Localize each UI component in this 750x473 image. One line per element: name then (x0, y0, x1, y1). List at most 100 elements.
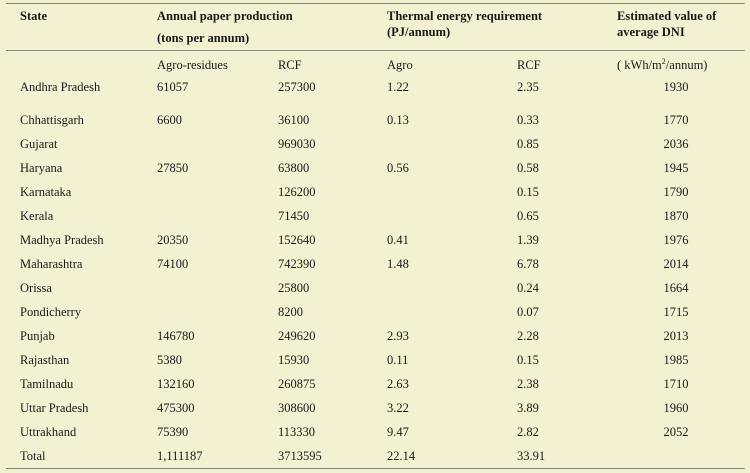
cell-state: Kerala (20, 209, 54, 223)
cell-agro: 74100 (157, 257, 189, 271)
cell-dni: 1976 (663, 233, 689, 247)
cell-t-rcf: 2.38 (517, 377, 539, 391)
cell-rcf: 260875 (278, 377, 316, 391)
cell-t-agro: 0.13 (387, 113, 409, 127)
cell-t-rcf: 33.91 (517, 449, 546, 463)
cell-rcf: 249620 (278, 329, 316, 343)
cell-rcf: 25800 (278, 281, 310, 295)
cell-t-rcf: 2.82 (517, 425, 539, 439)
cell-t-rcf: 0.58 (517, 161, 539, 175)
cell-dni: 1870 (663, 209, 689, 223)
cell-agro: 27850 (157, 161, 189, 175)
cell-rcf: 126200 (278, 185, 316, 199)
cell-dni: 1930 (663, 80, 689, 94)
cell-rcf: 113330 (278, 425, 316, 439)
cell-t-rcf: 1.39 (517, 233, 539, 247)
cell-agro: 1,111187 (157, 449, 203, 463)
cell-state: Uttar Pradesh (20, 401, 89, 415)
cell-dni: 1770 (663, 113, 689, 127)
cell-t-rcf: 0.15 (517, 185, 539, 199)
cell-rcf: 969030 (278, 137, 316, 151)
cell-state: Orissa (20, 281, 52, 295)
subheader-agro: Agro-residues (157, 58, 228, 72)
header-dni-line1: Estimated value of (617, 9, 717, 23)
cell-t-rcf: 0.65 (517, 209, 539, 223)
cell-t-agro: 1.22 (387, 80, 409, 94)
cell-agro: 132160 (157, 377, 195, 391)
subheader-rcf: RCF (278, 58, 302, 72)
dni-unit-post: /annum) (665, 58, 708, 72)
header-production-line2: (tons per annum) (157, 31, 250, 45)
cell-t-rcf: 0.24 (517, 281, 539, 295)
cell-state: Andhra Pradesh (20, 80, 101, 94)
cell-t-rcf: 6.78 (517, 257, 539, 271)
cell-dni: 2014 (663, 257, 689, 271)
header-rule (6, 50, 745, 51)
table-top-rule (6, 3, 745, 4)
cell-t-rcf: 2.28 (517, 329, 539, 343)
cell-state: Chhattisgarh (20, 113, 84, 127)
cell-state: Madhya Pradesh (20, 233, 104, 247)
table-bottom-rule (6, 468, 745, 469)
cell-rcf: 63800 (278, 161, 310, 175)
cell-t-rcf: 2.35 (517, 80, 539, 94)
header-thermal-line1: Thermal energy requirement (387, 9, 543, 23)
cell-state: Rajasthan (20, 353, 70, 367)
cell-dni: 1960 (663, 401, 689, 415)
cell-state: Uttrakhand (20, 425, 77, 439)
dni-unit-sup: 2 (661, 56, 666, 66)
cell-t-agro: 9.47 (387, 425, 409, 439)
cell-rcf: 36100 (278, 113, 310, 127)
cell-agro: 61057 (157, 80, 189, 94)
cell-state: Total (20, 449, 46, 463)
cell-dni: 1945 (663, 161, 689, 175)
data-table: State Annual paper production (tons per … (6, 3, 745, 469)
cell-t-rcf: 0.85 (517, 137, 539, 151)
cell-rcf: 8200 (278, 305, 303, 319)
cell-t-agro: 1.48 (387, 257, 409, 271)
cell-dni: 1985 (663, 353, 689, 367)
cell-dni: 1710 (663, 377, 689, 391)
cell-rcf: 257300 (278, 80, 316, 94)
cell-t-agro: 0.56 (387, 161, 409, 175)
header-thermal-line2: (PJ/annum) (387, 25, 451, 39)
cell-state: Pondicherry (20, 305, 82, 319)
cell-rcf: 308600 (278, 401, 316, 415)
cell-t-rcf: 0.07 (517, 305, 539, 319)
cell-rcf: 742390 (278, 257, 316, 271)
cell-t-agro: 3.22 (387, 401, 409, 415)
cell-state: Tamilnadu (20, 377, 74, 391)
header-state: State (20, 9, 48, 23)
cell-t-rcf: 0.33 (517, 113, 539, 127)
header-dni-line2: average DNI (617, 25, 685, 39)
cell-t-rcf: 0.15 (517, 353, 539, 367)
cell-dni: 2013 (663, 329, 689, 343)
cell-dni: 1664 (663, 281, 689, 295)
header-production-line1: Annual paper production (157, 9, 293, 23)
subheader-thermal-agro: Agro (387, 58, 413, 72)
cell-state: Gujarat (20, 137, 58, 151)
cell-t-agro: 2.93 (387, 329, 409, 343)
cell-agro: 20350 (157, 233, 189, 247)
cell-dni: 2052 (663, 425, 689, 439)
subheader-thermal-rcf: RCF (517, 58, 541, 72)
cell-agro: 475300 (157, 401, 195, 415)
dni-unit-pre: ( kWh/m (617, 58, 662, 72)
cell-t-agro: 0.11 (387, 353, 409, 367)
cell-dni: 1790 (663, 185, 689, 199)
cell-rcf: 71450 (278, 209, 310, 223)
cell-rcf: 152640 (278, 233, 316, 247)
cell-agro: 75390 (157, 425, 189, 439)
subheader-dni-unit: ( kWh/m2/annum) (617, 57, 707, 73)
cell-t-rcf: 3.89 (517, 401, 539, 415)
cell-t-agro: 0.41 (387, 233, 409, 247)
cell-state: Maharashtra (20, 257, 83, 271)
cell-rcf: 3713595 (278, 449, 322, 463)
cell-state: Haryana (20, 161, 63, 175)
cell-t-agro: 22.14 (387, 449, 416, 463)
cell-agro: 5380 (157, 353, 182, 367)
cell-rcf: 15930 (278, 353, 310, 367)
cell-agro: 6600 (157, 113, 182, 127)
cell-state: Karnataka (20, 185, 72, 199)
cell-agro: 146780 (157, 329, 195, 343)
